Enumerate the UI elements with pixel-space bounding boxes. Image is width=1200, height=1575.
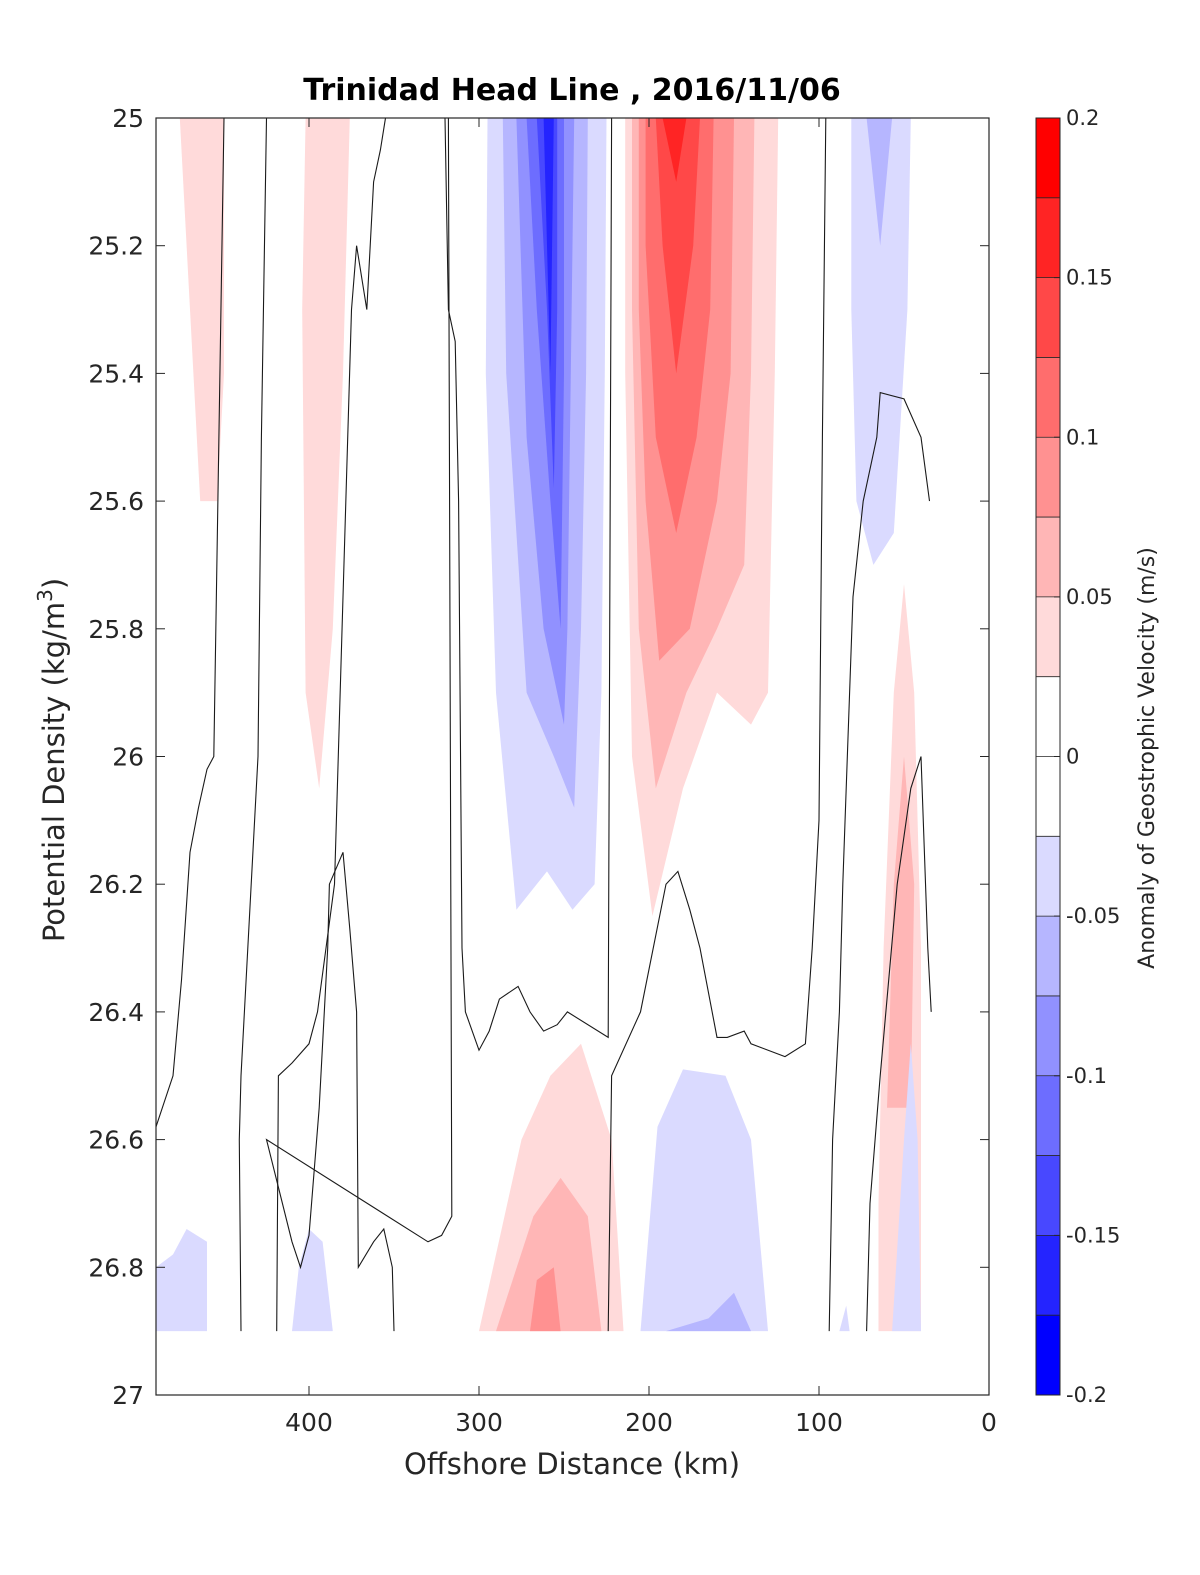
- y-axis-label: Potential Density (kg/m3): [33, 578, 71, 942]
- chart-title: Trinidad Head Line , 2016/11/06: [303, 73, 840, 108]
- y-axis-label-main: Potential Density (kg/m: [37, 602, 71, 942]
- filled-region-22: [640, 1069, 768, 1332]
- colorbar-swatch: [1036, 277, 1060, 358]
- zero-contour-1: [238, 117, 268, 1332]
- y-tick-label: 25.8: [88, 615, 144, 644]
- colorbar: 0.2 0.15 0.1 0.05 0 -0.05 -0.1 -0.15 -0.2 Anomal…: [1035, 106, 1160, 1407]
- filled-contours: [156, 118, 921, 1332]
- colorbar-tick-label: -0.15: [1066, 1223, 1120, 1247]
- filled-region-14: [851, 118, 911, 565]
- filled-region-12: [655, 118, 700, 374]
- colorbar-tick-label: 0.05: [1066, 585, 1113, 609]
- filled-region-0: [179, 118, 224, 502]
- y-axis-label-close: ): [37, 578, 71, 589]
- colorbar-swatch: [1036, 1155, 1060, 1236]
- colorbar-swatch: [1036, 517, 1060, 598]
- colorbar-swatch: [1036, 1075, 1060, 1157]
- colorbar-swatch: [1036, 197, 1060, 279]
- filled-region-17: [887, 756, 915, 1108]
- colorbar-tick-label: 0: [1066, 745, 1079, 769]
- colorbar-swatch: [1036, 118, 1060, 199]
- y-tick-label: 26: [112, 743, 144, 772]
- filled-region-1: [302, 118, 350, 789]
- plot-area: [155, 117, 990, 1396]
- filled-region-25: [292, 1229, 333, 1332]
- x-tick-labels: 400 300 200 100 0: [285, 1408, 997, 1437]
- x-tick-label: 400: [285, 1408, 333, 1437]
- y-axis-label-superscript: 3: [33, 589, 57, 602]
- colorbar-swatches: [1036, 118, 1060, 1396]
- filled-region-24: [156, 1229, 207, 1332]
- y-tick-label: 26.8: [88, 1253, 144, 1282]
- zero-contour-0: [155, 117, 225, 1127]
- filled-region-21: [530, 1267, 561, 1332]
- x-tick-label: 200: [625, 1408, 673, 1437]
- colorbar-swatch: [1036, 916, 1060, 997]
- colorbar-swatch: [1036, 756, 1060, 837]
- zero-contour-6: [828, 391, 931, 1332]
- y-tick-label: 26.4: [88, 998, 144, 1027]
- filled-region-15: [866, 118, 893, 246]
- colorbar-swatch: [1036, 596, 1060, 678]
- colorbar-swatch: [1036, 1235, 1060, 1316]
- zero-contour-7: [866, 756, 932, 1332]
- colorbar-tick-label: 0.1: [1066, 425, 1099, 449]
- colorbar-swatch: [1036, 1315, 1060, 1396]
- zero-contour-4: [444, 117, 613, 1052]
- y-tick-label: 25: [112, 104, 144, 133]
- x-axis-label: Offshore Distance (km): [404, 1447, 740, 1481]
- colorbar-swatch: [1036, 836, 1060, 917]
- filled-region-26: [839, 1305, 850, 1332]
- colorbar-ticks: 0.2 0.15 0.1 0.05 0 -0.05 -0.1 -0.15 -0.2: [1054, 106, 1120, 1407]
- zero-contour-5: [607, 117, 827, 1332]
- zero-contour-lines: [155, 117, 932, 1332]
- zero-contour-2: [276, 117, 387, 1332]
- colorbar-swatch: [1036, 995, 1060, 1077]
- colorbar-swatch: [1036, 676, 1060, 757]
- y-tick-labels: 25 25.2 25.4 25.6 25.8 26 26.2 26.4 26.6 26.8 27: [88, 104, 144, 1410]
- colorbar-tick-label: -0.1: [1066, 1064, 1107, 1088]
- colorbar-swatch: [1036, 437, 1060, 518]
- axis-ticks: [156, 117, 990, 1396]
- y-tick-label: 25.6: [88, 487, 144, 516]
- colorbar-tick-label: 0.2: [1066, 106, 1099, 130]
- filled-region-13: [662, 118, 687, 182]
- colorbar-tick-label: -0.05: [1066, 904, 1120, 928]
- filled-region-7: [543, 118, 554, 374]
- x-tick-label: 100: [795, 1408, 843, 1437]
- y-tick-label: 25.2: [88, 232, 144, 261]
- filled-region-18: [892, 1043, 921, 1332]
- filled-region-23: [666, 1292, 751, 1332]
- x-tick-label: 0: [981, 1408, 997, 1437]
- x-tick-label: 300: [455, 1408, 503, 1437]
- colorbar-label: Anomaly of Geostrophic Velocity (m/s): [1135, 547, 1160, 969]
- zero-contour-3: [265, 117, 453, 1332]
- colorbar-tick-label: -0.2: [1066, 1383, 1107, 1407]
- y-tick-label: 27: [112, 1381, 144, 1410]
- y-tick-label: 25.4: [88, 359, 144, 388]
- colorbar-swatch: [1036, 357, 1060, 438]
- filled-region-20: [496, 1177, 602, 1332]
- y-tick-label: 26.2: [88, 870, 144, 899]
- y-tick-label: 26.6: [88, 1126, 144, 1155]
- colorbar-tick-label: 0.15: [1066, 266, 1113, 290]
